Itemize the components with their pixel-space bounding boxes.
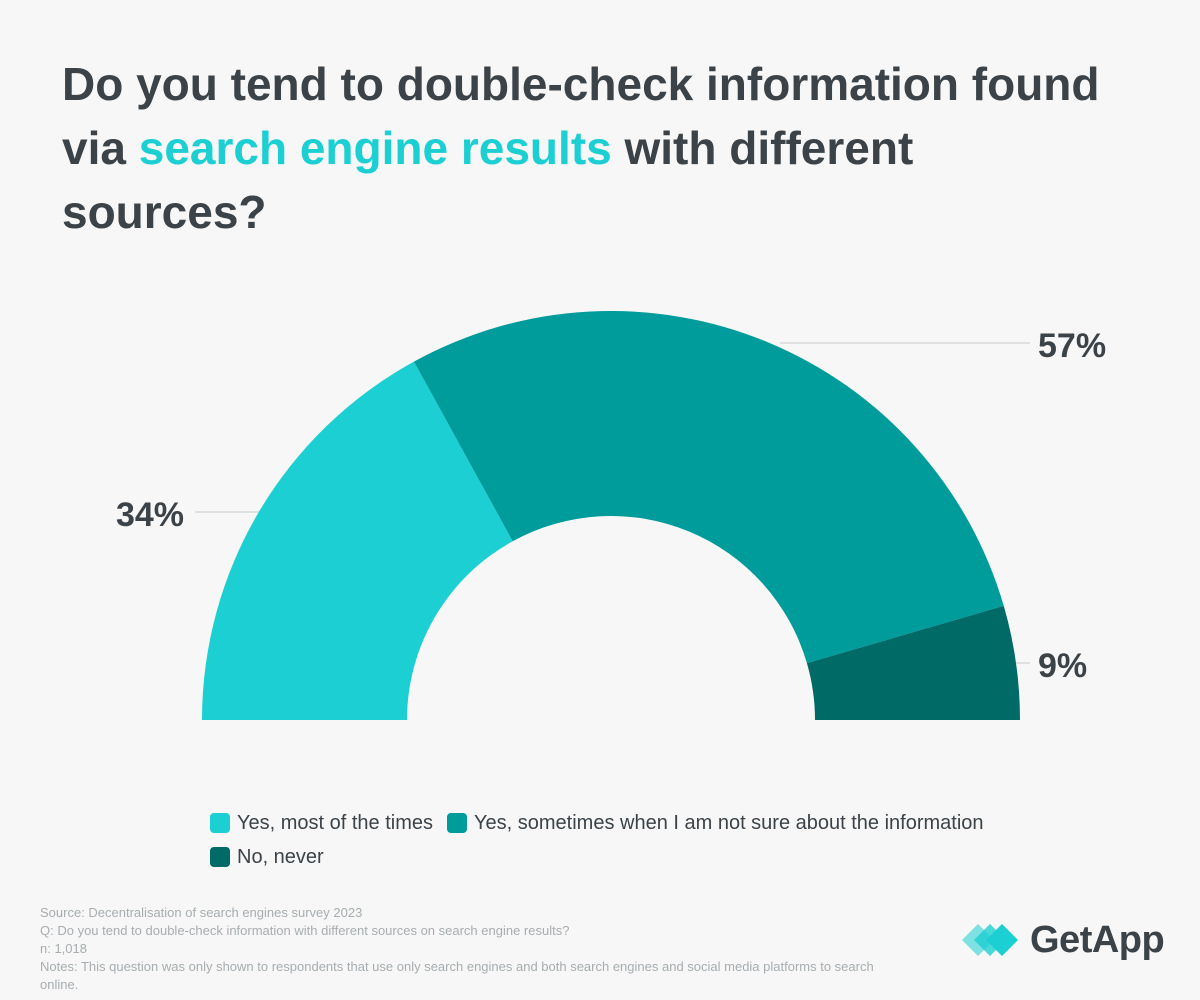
legend-swatch-no-never <box>210 847 230 867</box>
value-label-no-never: 9% <box>1038 647 1087 685</box>
legend-swatch-yes-sometimes <box>447 813 468 833</box>
slice-yes-sometimes <box>413 310 1004 664</box>
legend-item-yes-sometimes: Yes, sometimes when I am not sure about … <box>447 812 984 835</box>
footer-source: Source: Decentralisation of search engin… <box>40 905 363 920</box>
footer-sample-size: n: 1,018 <box>40 941 87 956</box>
footer-notes-text: Notes: This question was only shown to r… <box>40 959 874 992</box>
legend-label-yes-sometimes: Yes, sometimes when I am not sure about … <box>474 811 984 834</box>
value-label-yes-sometimes: 57% <box>1038 327 1106 365</box>
title-part2: with different sources? <box>62 122 914 238</box>
logo-text: GetApp <box>1030 918 1165 961</box>
legend-row-1: Yes, most of the times Yes, sometimes wh… <box>210 808 1090 838</box>
title-part1: Do you tend to double-check information … <box>62 58 1100 174</box>
chart-title: Do you tend to double-check information … <box>62 52 1122 244</box>
legend-row-2: No, never <box>210 842 1090 872</box>
legend-label-yes-most: Yes, most of the times <box>237 811 434 834</box>
legend-label-no-never: No, never <box>237 845 324 868</box>
value-label-yes-most: 34% <box>116 496 184 534</box>
footer-notes: Source: Decentralisation of search engin… <box>40 904 900 994</box>
legend: Yes, most of the times Yes, sometimes wh… <box>210 808 1090 876</box>
footer-question: Q: Do you tend to double-check informati… <box>40 923 570 938</box>
legend-swatch-yes-most <box>210 813 230 833</box>
legend-item-no-never: No, never <box>210 846 324 869</box>
slice-yes-most <box>202 361 513 720</box>
title-highlight: search engine results <box>138 122 612 174</box>
getapp-diamonds-icon <box>962 924 1018 956</box>
legend-item-yes-most: Yes, most of the times <box>210 812 433 835</box>
getapp-logo: GetApp <box>962 918 1165 962</box>
slice-no-never <box>806 605 1020 720</box>
